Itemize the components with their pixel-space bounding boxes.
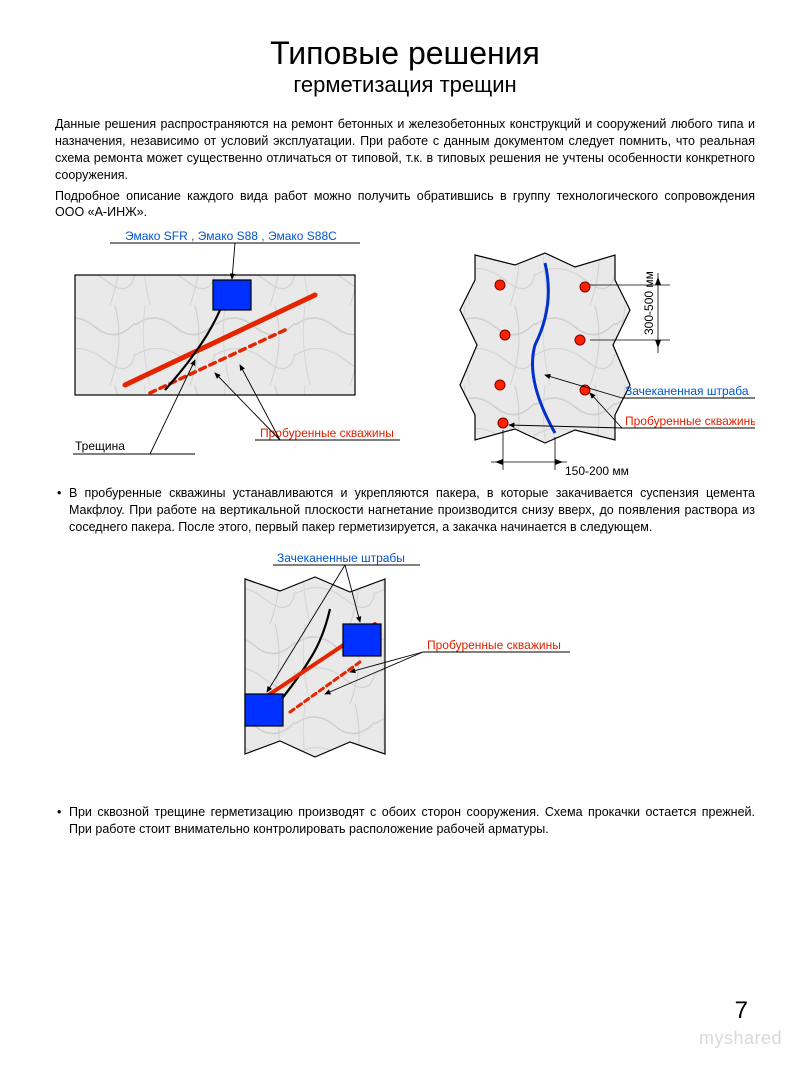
well-dot	[498, 418, 508, 428]
well-dot	[575, 335, 585, 345]
watermark: myshared	[699, 1028, 782, 1049]
label-wells-right: Пробуренные скважины	[625, 414, 755, 428]
label-chase: Зачеканенная штраба	[625, 384, 749, 398]
figure-row-2: Зачеканенные штрабы Пробуренные скважины	[55, 544, 755, 804]
intro-paragraph-1: Данные решения распространяются на ремон…	[55, 116, 755, 184]
bullet-2: При сквозной трещине герметизацию произв…	[55, 804, 755, 838]
blue-patch	[213, 280, 251, 310]
diagram-right: 300-500 мм 150-200 мм Зачеканенная штраб…	[460, 253, 755, 478]
label-chases-2: Зачеканенные штрабы	[277, 551, 405, 565]
well-dot	[500, 330, 510, 340]
well-dot	[495, 280, 505, 290]
well-dot	[580, 282, 590, 292]
blue-patch-bottom	[245, 694, 283, 726]
intro-paragraph-2: Подробное описание каждого вида работ мо…	[55, 188, 755, 222]
blue-patch-top	[343, 624, 381, 656]
label-wells-left: Пробуренные скважины	[260, 426, 394, 440]
diagram-left: Эмако SFR , Эмако S88 , Эмако S88C Трещи…	[73, 229, 400, 454]
dim-vertical: 300-500 мм	[642, 271, 656, 335]
page-number: 7	[735, 997, 748, 1025]
label-products: Эмако SFR , Эмако S88 , Эмако S88C	[125, 229, 337, 243]
label-wells-2: Пробуренные скважины	[427, 638, 561, 652]
page-title: Типовые решения	[55, 35, 755, 72]
page-subtitle: герметизация трещин	[55, 72, 755, 98]
bullet-1: В пробуренные скважины устанавливаются и…	[55, 485, 755, 536]
dim-horizontal: 150-200 мм	[565, 464, 629, 478]
figure-row-1: Эмако SFR , Эмако S88 , Эмако S88C Трещи…	[55, 225, 755, 485]
well-dot	[495, 380, 505, 390]
label-crack: Трещина	[75, 439, 125, 453]
